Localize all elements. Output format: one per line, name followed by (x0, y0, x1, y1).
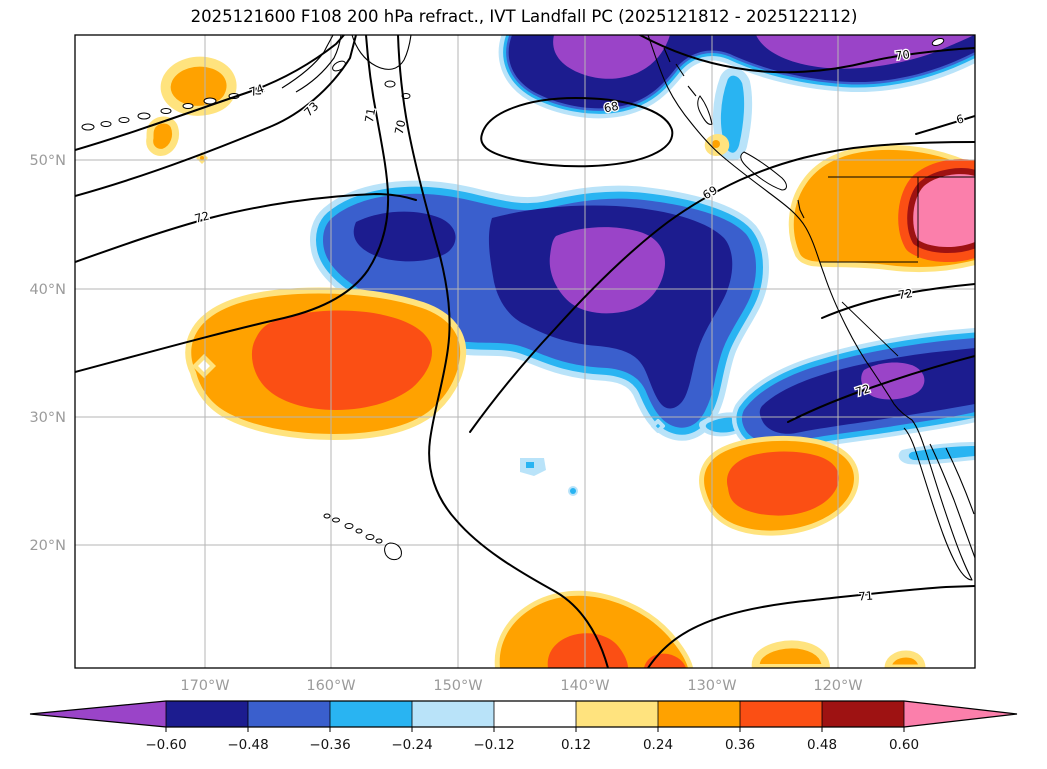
contour-72-nevada (821, 283, 975, 319)
map-area: 74 73 71 70 68 69 72 70 6 72 72 71 (75, 35, 975, 668)
cbar-tick-7: 0.36 (725, 737, 755, 753)
core-orangered-1 (547, 633, 628, 668)
cbar-tick-5: 0.12 (561, 737, 591, 753)
contour-label-72-nevada: 72 (897, 286, 914, 302)
shaded-region-west-positive (185, 287, 467, 440)
colorbar: −0.60 −0.48 −0.36 −0.24 −0.12 0.12 0.24 … (29, 700, 1018, 753)
x-tick-170w: 170°W (180, 678, 229, 694)
colorbar-segment (330, 701, 412, 727)
contour-label-70-topright: 70 (894, 47, 910, 63)
x-tick-150w: 150°W (433, 678, 482, 694)
colorbar-segment (740, 701, 822, 727)
spot-orange-coast (712, 140, 720, 148)
shaded-region-pnw-positive (704, 134, 975, 273)
colorbar-tickmarks (165, 727, 905, 732)
x-tick-160w: 160°W (306, 678, 355, 694)
contour-label-70: 70 (392, 119, 409, 136)
gulf-of-california (929, 443, 975, 559)
contour-label-74: 74 (247, 81, 266, 99)
y-tick-20n: 20°N (29, 538, 66, 554)
colorbar-segment (658, 701, 740, 727)
ring-yellow-2 (751, 640, 830, 668)
cbar-tick-6: 0.24 (643, 737, 673, 753)
colorbar-segment (166, 701, 248, 727)
plot-title: 2025121600 F108 200 hPa refract., IVT La… (191, 7, 858, 26)
contour-72-socal (787, 355, 975, 423)
contour-71-bottom (647, 585, 975, 668)
core-orangered (726, 451, 840, 516)
shaded-region-north-band (498, 35, 975, 161)
speck-cyan-2 (570, 488, 576, 494)
colorbar-tick-labels: −0.60 −0.48 −0.36 −0.24 −0.12 0.12 0.24 … (145, 737, 919, 753)
contour-72-west (75, 192, 417, 263)
shaded-region-alaska-positive (146, 56, 237, 164)
contour-label-72-socal: 72 (854, 381, 872, 399)
colorbar-dividers (165, 701, 905, 727)
y-tick-30n: 30°N (29, 410, 66, 426)
colorbar-segment (576, 701, 658, 727)
state-borders (820, 176, 975, 357)
hawaiian-islands (323, 513, 402, 561)
core-purple-east (756, 35, 974, 69)
ring-yellow-2 (146, 116, 180, 156)
shaded-region-small-blue-specks (520, 419, 665, 496)
contour-73 (75, 35, 357, 197)
bc-california-baja-coast (647, 35, 973, 581)
x-axis-ticks: 170°W 160°W 150°W 140°W 130°W 120°W (180, 678, 862, 694)
cbar-tick-0: −0.60 (145, 737, 186, 753)
speck-cyan (526, 462, 534, 468)
core-orangered-2 (644, 653, 686, 668)
cbar-tick-3: −0.24 (391, 737, 432, 753)
shaded-region-southeast-positive (699, 435, 859, 536)
alaska-coast (351, 35, 412, 70)
ring-yellow-1 (160, 56, 237, 116)
colorbar-extend-right (904, 701, 1017, 727)
colorbar-segment (494, 701, 576, 727)
colorbar-segment (412, 701, 494, 727)
ring-yellow-3 (884, 650, 926, 668)
gridlines (75, 35, 975, 668)
contour-6-edge (915, 115, 975, 135)
fjords (663, 47, 805, 219)
contour-label-71-bottom: 71 (858, 589, 874, 604)
contour-71-top (75, 35, 390, 373)
map-frame (74, 34, 976, 669)
x-tick-130w: 130°W (687, 678, 736, 694)
contour-70-sweep (397, 35, 609, 668)
cbar-tick-4: −0.12 (473, 737, 514, 753)
contour-70-topright (639, 35, 975, 74)
refraction-contours (75, 35, 975, 668)
finger-lightblue (712, 67, 753, 161)
colorbar-segment (822, 701, 904, 727)
strip-cyan (908, 446, 975, 461)
dot-orange (200, 156, 204, 160)
x-tick-140w: 140°W (560, 678, 609, 694)
core-orangered (251, 310, 432, 410)
cbar-tick-8: 0.48 (807, 737, 837, 753)
cbar-tick-2: −0.36 (309, 737, 350, 753)
contour-label-72-west: 72 (193, 208, 211, 225)
contour-69 (469, 141, 975, 433)
contour-label-68: 68 (603, 99, 620, 116)
core-purple-west (553, 35, 670, 79)
y-tick-50n: 50°N (29, 153, 66, 169)
cbar-tick-1: −0.48 (227, 737, 268, 753)
hole-white-diamond (198, 360, 210, 372)
speck-cyan-3 (651, 419, 665, 433)
colorbar-segment (248, 701, 330, 727)
x-tick-120w: 120°W (813, 678, 862, 694)
core-pink (913, 174, 975, 248)
cbar-tick-9: 0.60 (889, 737, 919, 753)
colorbar-extend-left (30, 701, 166, 727)
haida-gwaii (697, 95, 713, 125)
contour-74 (75, 35, 345, 151)
y-tick-40n: 40°N (29, 282, 66, 298)
contour-label-71: 71 (362, 107, 378, 124)
y-axis-ticks: 50°N 40°N 30°N 20°N (29, 153, 66, 554)
contour-68-oval (480, 96, 674, 168)
